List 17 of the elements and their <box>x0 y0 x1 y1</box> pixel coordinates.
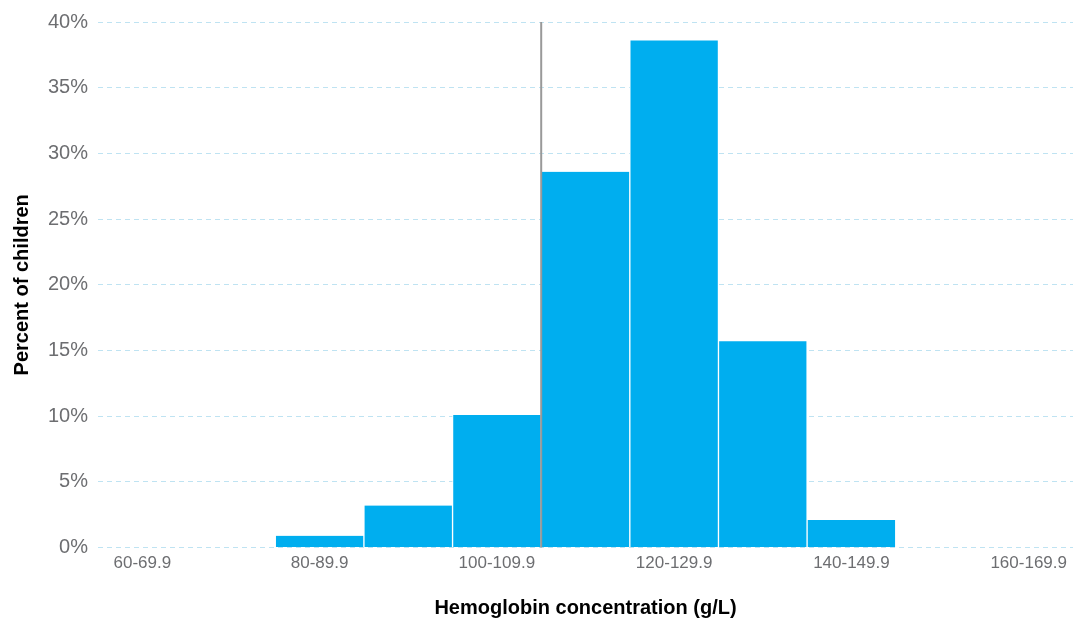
x-tick-label: 60-69.9 <box>113 553 172 573</box>
x-tick-label: 80-89.9 <box>290 553 349 573</box>
y-tick-label: 0% <box>59 535 89 558</box>
y-tick-label: 10% <box>48 403 89 426</box>
y-tick-label: 5% <box>59 469 89 492</box>
y-tick-label: 20% <box>48 272 89 295</box>
x-axis-title: Hemoglobin concentration (g/L) <box>434 595 737 618</box>
y-tick-label: 25% <box>48 206 89 229</box>
x-tick-label: 120-129.9 <box>635 553 713 573</box>
y-tick-label: 40% <box>48 9 89 32</box>
y-tick-label: 30% <box>48 140 89 163</box>
y-axis-title: Percent of children <box>9 194 32 376</box>
x-tick-label: 160-169.9 <box>990 553 1067 573</box>
x-tick-label: 140-149.9 <box>813 553 890 573</box>
y-tick-label: 35% <box>48 75 89 98</box>
y-tick-label: 15% <box>48 338 89 361</box>
x-tick-label: 100-109.9 <box>458 553 536 573</box>
